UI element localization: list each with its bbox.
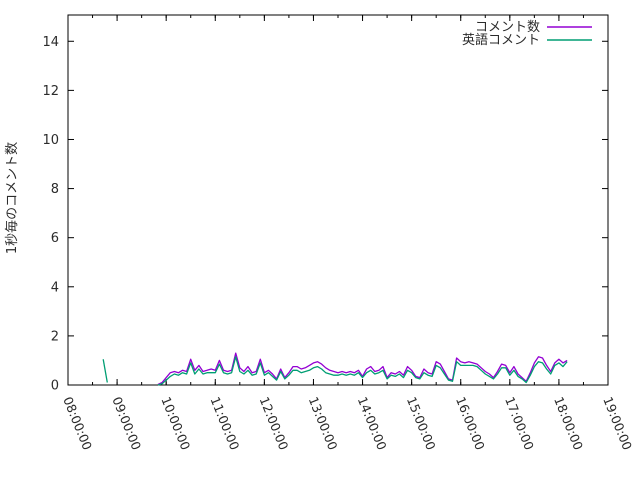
- series-line: [157, 356, 568, 386]
- x-tick-label: 16:00:00: [453, 395, 488, 453]
- y-tick-label: 4: [51, 280, 59, 295]
- series-line: [102, 359, 108, 383]
- x-tick-label: 15:00:00: [404, 395, 439, 453]
- legend-label: コメント数: [475, 20, 540, 35]
- y-tick-label: 14: [42, 35, 59, 50]
- plot-area: [67, 14, 609, 386]
- y-tick-label: 8: [51, 182, 59, 197]
- x-tick-label: 18:00:00: [551, 395, 586, 453]
- x-tick-label: 08:00:00: [60, 395, 95, 453]
- plot-border: [67, 14, 609, 386]
- x-tick-label: 11:00:00: [207, 395, 242, 453]
- y-tick-label: 0: [51, 379, 59, 394]
- y-tick-label: 12: [42, 84, 59, 99]
- series-line: [157, 352, 568, 386]
- x-tick-label: 13:00:00: [306, 395, 341, 453]
- axes-layer: 08:00:00 09:00:00 10:00:00 11:00:00 12:00:00…: [4, 15, 635, 452]
- y-tick-label: 10: [42, 133, 59, 148]
- y-tick-label: 6: [51, 231, 59, 246]
- x-tick-label: 10:00:00: [158, 395, 193, 453]
- y-axis-title: 1秒毎のコメント数: [4, 142, 20, 254]
- x-tick-label: 14:00:00: [355, 395, 390, 453]
- x-tick-label: 19:00:00: [600, 395, 635, 453]
- y-tick-label: 2: [51, 329, 59, 344]
- x-tick-label: 17:00:00: [502, 395, 537, 453]
- x-tick-label: 09:00:00: [109, 395, 144, 453]
- series-layer: [102, 352, 568, 386]
- x-tick-label: 12:00:00: [257, 395, 292, 453]
- legend-label: 英語コメント: [462, 32, 540, 48]
